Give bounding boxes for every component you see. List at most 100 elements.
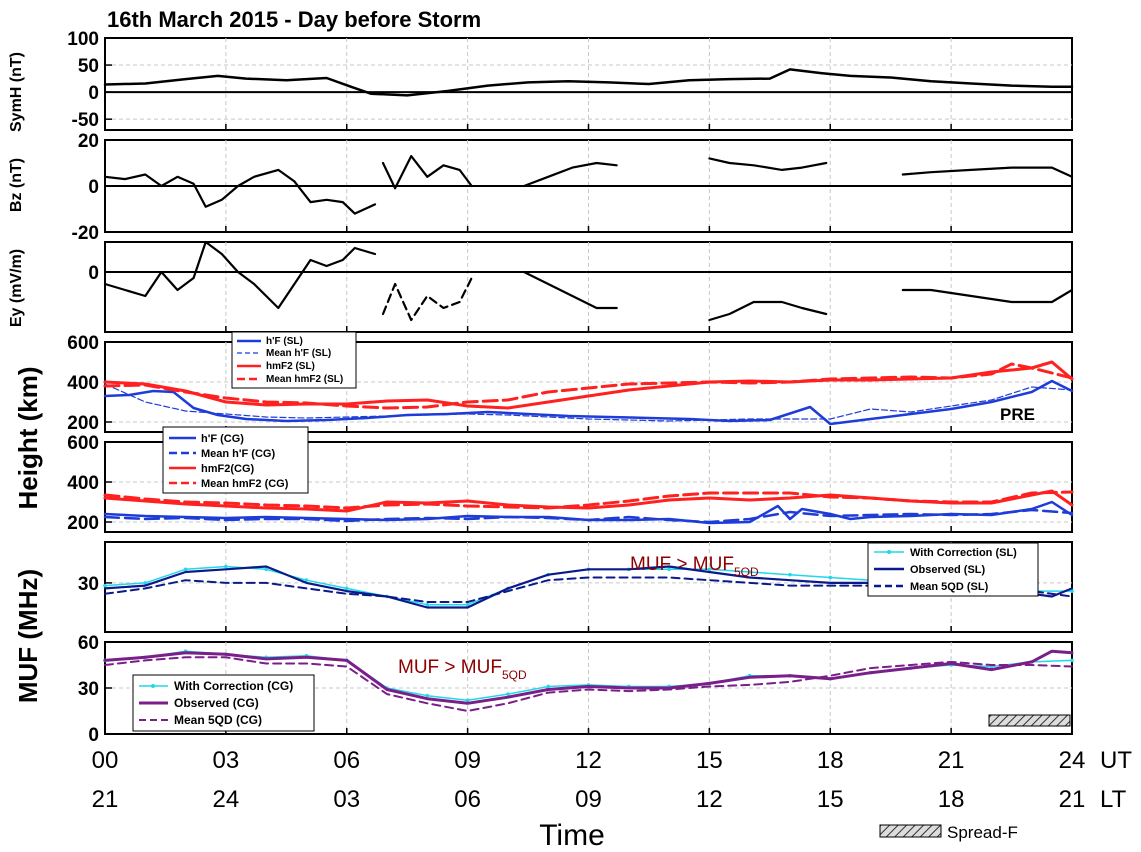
marker-5-0-3 — [224, 564, 228, 569]
series-1-0 — [103, 168, 377, 215]
series-1-1 — [381, 155, 473, 190]
series-2-1 — [381, 276, 473, 322]
marker-5-0-5 — [304, 578, 309, 582]
ut-tick-4: 12 — [575, 747, 602, 774]
ut-tick-2: 06 — [333, 747, 360, 774]
legend-sl-height: h'F (SL) Mean h'F (SL) hmF2 (SL) Mean hm… — [231, 331, 357, 389]
ytick-label-2-0: 0 — [88, 263, 99, 284]
spread-f-legend-label: Spread-F — [947, 823, 1018, 842]
legend-sl-hmf2: hmF2 (SL) — [266, 361, 315, 372]
lt-label: LT — [1100, 786, 1127, 813]
marker-5-0-16 — [747, 570, 752, 574]
ytick-label-4-1: 400 — [67, 473, 99, 494]
legend-sl-mean-hf: Mean h'F (SL) — [266, 348, 331, 359]
series-3-1 — [104, 383, 1073, 422]
spread-f-bar — [988, 714, 1071, 727]
lt-tick-4: 09 — [575, 786, 602, 813]
marker-5-0-17 — [788, 572, 792, 577]
marker-6-0-10 — [506, 692, 510, 696]
lt-tick-8: 21 — [1059, 786, 1086, 813]
x-axis-title: Time — [539, 819, 605, 852]
series-1-4 — [901, 166, 1074, 178]
ylabel-symh: SymH (nT) — [8, 52, 25, 132]
ytick-label-4-0: 600 — [67, 433, 99, 454]
series-4-3 — [103, 490, 1074, 510]
legend-cg-muf: With Correction (CG) Observed (CG) Mean … — [132, 674, 315, 732]
ytick-label-1-1: 0 — [88, 177, 99, 198]
annotation-pre: PRE — [1000, 405, 1035, 424]
legend-cg-mean-hf: Mean h'F (CG) — [201, 448, 275, 460]
annotation-muf-sl: MUF > MUF5QD — [630, 554, 759, 579]
ut-tick-8: 24 — [1059, 747, 1086, 774]
lt-tick-0: 21 — [92, 786, 119, 813]
legend-cg-height: h'F (CG) Mean h'F (CG) hmF2(CG) Mean hmF… — [162, 426, 309, 494]
legend-sl-hf: h'F (SL) — [266, 336, 303, 347]
marker-6-0-11 — [546, 684, 551, 689]
series-2-0 — [103, 240, 377, 310]
ytick-label-3-2: 200 — [67, 413, 99, 434]
ytick-label-0-1: 50 — [78, 56, 99, 77]
lt-tick-3: 06 — [454, 786, 481, 813]
annotation-muf-cg: MUF > MUF5QD — [398, 657, 527, 682]
ut-tick-3: 09 — [454, 747, 481, 774]
series-3-3 — [103, 362, 1074, 410]
ytick-label-0-3: -50 — [72, 110, 99, 131]
legend-sl-mean5qd: Mean 5QD (SL) — [910, 581, 989, 593]
ytick-label-1-0: 20 — [78, 131, 99, 152]
ylabel-bz: Bz (nT) — [8, 158, 25, 212]
marker-5-0-9 — [465, 602, 470, 607]
ytick-label-5-0: 30 — [78, 574, 99, 595]
marker-5-0-0 — [103, 583, 107, 588]
marker-5-0-8 — [425, 602, 430, 607]
legend-sl-muf: With Correction (SL) Observed (SL) Mean … — [867, 542, 1039, 597]
legend-cg-mean-hmf2: Mean hmF2 (CG) — [201, 478, 289, 490]
lt-tick-5: 12 — [696, 786, 723, 813]
ylabel-muf: MUF (MHz) — [13, 569, 43, 703]
marker-5-0-2 — [183, 567, 188, 572]
series-2-4 — [901, 288, 1074, 304]
legend-cg-hmf2: hmF2(CG) — [201, 463, 255, 475]
series-6-1 — [103, 649, 1074, 705]
ytick-label-0-0: 100 — [67, 29, 99, 50]
marker-6-0-9 — [465, 698, 470, 703]
legend-sl-corr: With Correction (SL) — [910, 547, 1017, 559]
annotation-muf-sl-sub: 5QD — [734, 565, 759, 579]
annotation-muf-sl-main: MUF > MUF — [630, 554, 734, 575]
marker-5-0-6 — [344, 586, 349, 591]
series-2-2 — [522, 270, 618, 310]
chart-title: 16th March 2015 - Day before Storm — [107, 7, 481, 32]
ut-tick-1: 03 — [213, 747, 240, 774]
lt-tick-6: 15 — [817, 786, 844, 813]
ut-tick-0: 00 — [92, 747, 119, 774]
spread-f-legend-swatch — [879, 824, 942, 838]
series-0-0 — [103, 68, 1074, 97]
legend-cg-corr: With Correction (CG) — [174, 679, 293, 693]
legend-sl-mean-hmf2: Mean hmF2 (SL) — [266, 374, 343, 385]
marker-5-0-18 — [828, 575, 833, 580]
ylabel-height: Height (km) — [13, 367, 43, 510]
ytick-label-3-1: 400 — [67, 373, 99, 394]
legend-cg-obs: Observed (CG) — [174, 696, 259, 710]
ut-tick-7: 21 — [938, 747, 965, 774]
marker-6-0-24 — [1070, 658, 1074, 663]
ytick-label-3-0: 600 — [67, 333, 99, 354]
series-1-2 — [522, 161, 618, 188]
ytick-label-6-2: 0 — [88, 725, 99, 746]
marker-5-0-4 — [264, 567, 268, 572]
ytick-label-0-2: 0 — [88, 83, 99, 104]
marker-6-0-8 — [425, 693, 430, 698]
series-1-3 — [708, 157, 828, 171]
marker-5-0-1 — [143, 581, 148, 585]
ylabel-ey: Ey (mV/m) — [8, 249, 25, 327]
series-2-3 — [708, 300, 828, 322]
legend-sl-obs: Observed (SL) — [910, 564, 986, 576]
ut-label: UT — [1100, 747, 1132, 774]
ytick-label-4-2: 200 — [67, 513, 99, 534]
x-tick-labels: 00 03 06 09 12 15 18 21 24 21 24 03 06 09 12 15 18 21 — [92, 747, 1086, 813]
ut-tick-6: 18 — [817, 747, 844, 774]
ytick-label-6-0: 60 — [78, 633, 99, 654]
panels: 100500-50200-200600400200600400200306030… — [67, 29, 1073, 746]
lt-tick-1: 24 — [213, 786, 240, 813]
legend-cg-mean5qd: Mean 5QD (CG) — [174, 713, 262, 727]
marker-5-0-15 — [707, 567, 712, 572]
